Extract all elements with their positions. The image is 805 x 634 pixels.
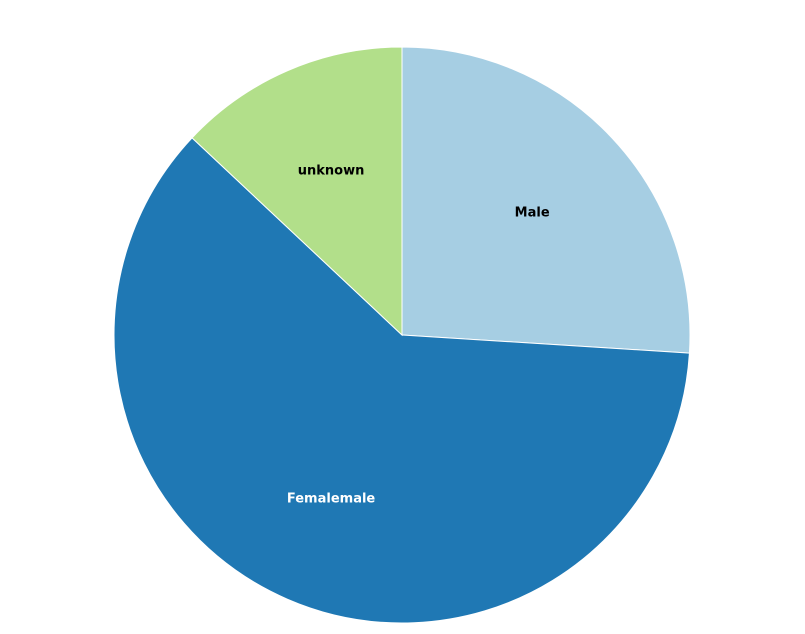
pie-label-unknown: unknown <box>298 164 365 179</box>
pie-slice-femalemale <box>113 137 690 624</box>
pie-slice-male <box>401 46 691 354</box>
pie-labels: Male Femalemale unknown <box>287 164 550 507</box>
pie-slice-unknown <box>191 46 403 337</box>
pie-label-male: Male <box>515 205 550 220</box>
pie-label-femalemale: Femalemale <box>287 491 376 506</box>
pie-slices <box>113 46 691 624</box>
